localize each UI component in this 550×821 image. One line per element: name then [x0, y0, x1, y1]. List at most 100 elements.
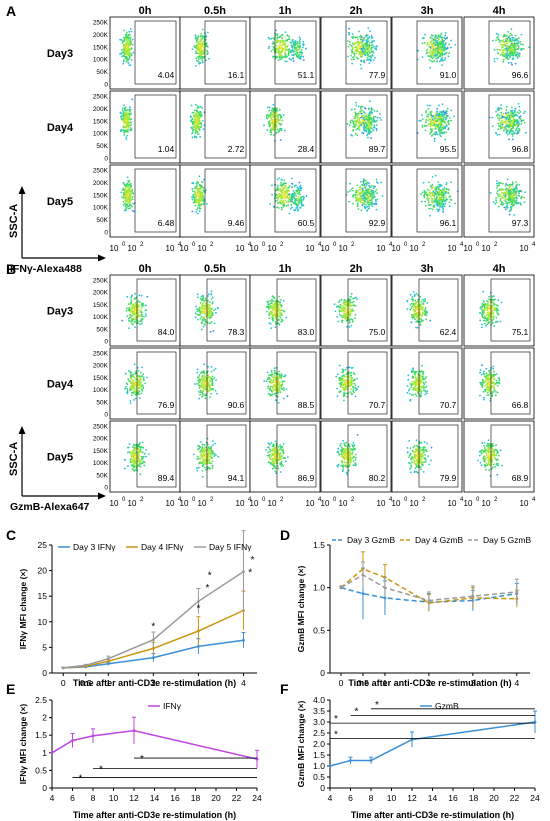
event-dot	[505, 130, 508, 133]
event-dot	[197, 308, 200, 311]
event-dot	[281, 49, 284, 52]
event-dot	[358, 120, 361, 122]
event-dot	[126, 199, 129, 202]
event-dot	[368, 41, 371, 44]
event-dot	[126, 203, 128, 206]
event-dot	[497, 205, 500, 208]
event-dot	[201, 35, 204, 38]
event-dot	[281, 184, 284, 187]
event-dot	[205, 42, 208, 44]
event-dot	[428, 191, 431, 194]
event-dot	[352, 56, 355, 59]
event-dot	[442, 45, 445, 48]
event-dot	[366, 52, 368, 54]
x-tick-exponent: 2	[280, 242, 284, 248]
event-dot	[511, 200, 513, 203]
event-dot	[290, 41, 293, 44]
event-dot	[282, 204, 284, 207]
gate-percentage: 28.4	[298, 144, 315, 154]
event-dot	[283, 44, 286, 47]
event-dot	[502, 60, 505, 63]
event-dot	[506, 204, 508, 207]
event-dot	[128, 108, 131, 111]
event-dot	[297, 189, 300, 192]
event-dot	[362, 39, 365, 41]
event-dot	[513, 124, 515, 127]
event-dot	[211, 314, 214, 317]
event-dot	[127, 61, 130, 64]
event-dot	[126, 182, 129, 185]
event-dot	[430, 110, 433, 113]
event-dot	[516, 111, 519, 114]
x-tick-label: 10	[306, 244, 315, 253]
event-dot	[439, 43, 442, 46]
event-dot	[363, 119, 366, 121]
event-dot	[360, 116, 363, 119]
event-dot	[270, 50, 273, 52]
event-dot	[278, 47, 281, 50]
event-dot	[204, 323, 207, 326]
event-dot	[275, 132, 277, 135]
event-dot	[375, 129, 378, 132]
event-dot	[435, 120, 437, 122]
event-dot	[444, 44, 446, 47]
event-dot	[509, 51, 511, 53]
event-dot	[200, 58, 203, 60]
event-dot	[380, 119, 383, 121]
event-dot	[208, 317, 211, 319]
event-dot	[520, 119, 523, 122]
event-dot	[300, 53, 303, 56]
event-dot	[444, 138, 447, 141]
event-dot	[372, 192, 375, 194]
timepoint-header: 3h	[421, 5, 434, 17]
event-dot	[193, 201, 196, 204]
event-dot	[355, 198, 358, 201]
event-dot	[442, 208, 445, 211]
event-dot	[198, 175, 201, 178]
event-dot	[198, 62, 201, 65]
event-dot	[498, 38, 500, 41]
event-dot	[506, 50, 509, 53]
event-dot	[190, 119, 192, 122]
event-dot	[274, 326, 277, 329]
event-dot	[280, 127, 283, 130]
event-dot	[448, 205, 451, 208]
event-dot	[505, 109, 508, 112]
event-dot	[289, 208, 292, 210]
event-dot	[295, 190, 298, 193]
event-dot	[358, 121, 360, 124]
event-dot	[283, 182, 286, 185]
event-dot	[437, 192, 439, 195]
event-dot	[210, 307, 213, 310]
event-dot	[284, 42, 287, 45]
event-dot	[505, 200, 507, 203]
event-dot	[503, 129, 505, 132]
x-tick-group: 10 0 10 2 10 4	[180, 242, 252, 253]
event-dot	[189, 115, 192, 118]
event-dot	[516, 121, 518, 124]
event-dot	[436, 37, 439, 40]
event-dot	[285, 182, 287, 185]
event-dot	[424, 121, 427, 124]
event-dot	[502, 49, 505, 52]
event-dot	[298, 191, 301, 194]
event-dot	[196, 52, 199, 55]
day-row-label: Day5	[47, 196, 73, 208]
event-dot	[375, 208, 378, 211]
event-dot	[271, 184, 273, 187]
event-dot	[361, 131, 364, 134]
event-dot	[303, 43, 305, 46]
event-dot	[198, 314, 201, 316]
event-dot	[357, 50, 359, 53]
event-dot	[512, 121, 514, 123]
event-dot	[196, 116, 198, 119]
event-dot	[422, 181, 425, 184]
event-dot	[366, 210, 368, 212]
event-dot	[278, 194, 280, 197]
event-dot	[509, 185, 512, 188]
event-dot	[443, 115, 446, 118]
event-dot	[205, 39, 207, 41]
event-dot	[356, 116, 359, 119]
event-dot	[125, 37, 128, 40]
event-dot	[436, 133, 439, 136]
